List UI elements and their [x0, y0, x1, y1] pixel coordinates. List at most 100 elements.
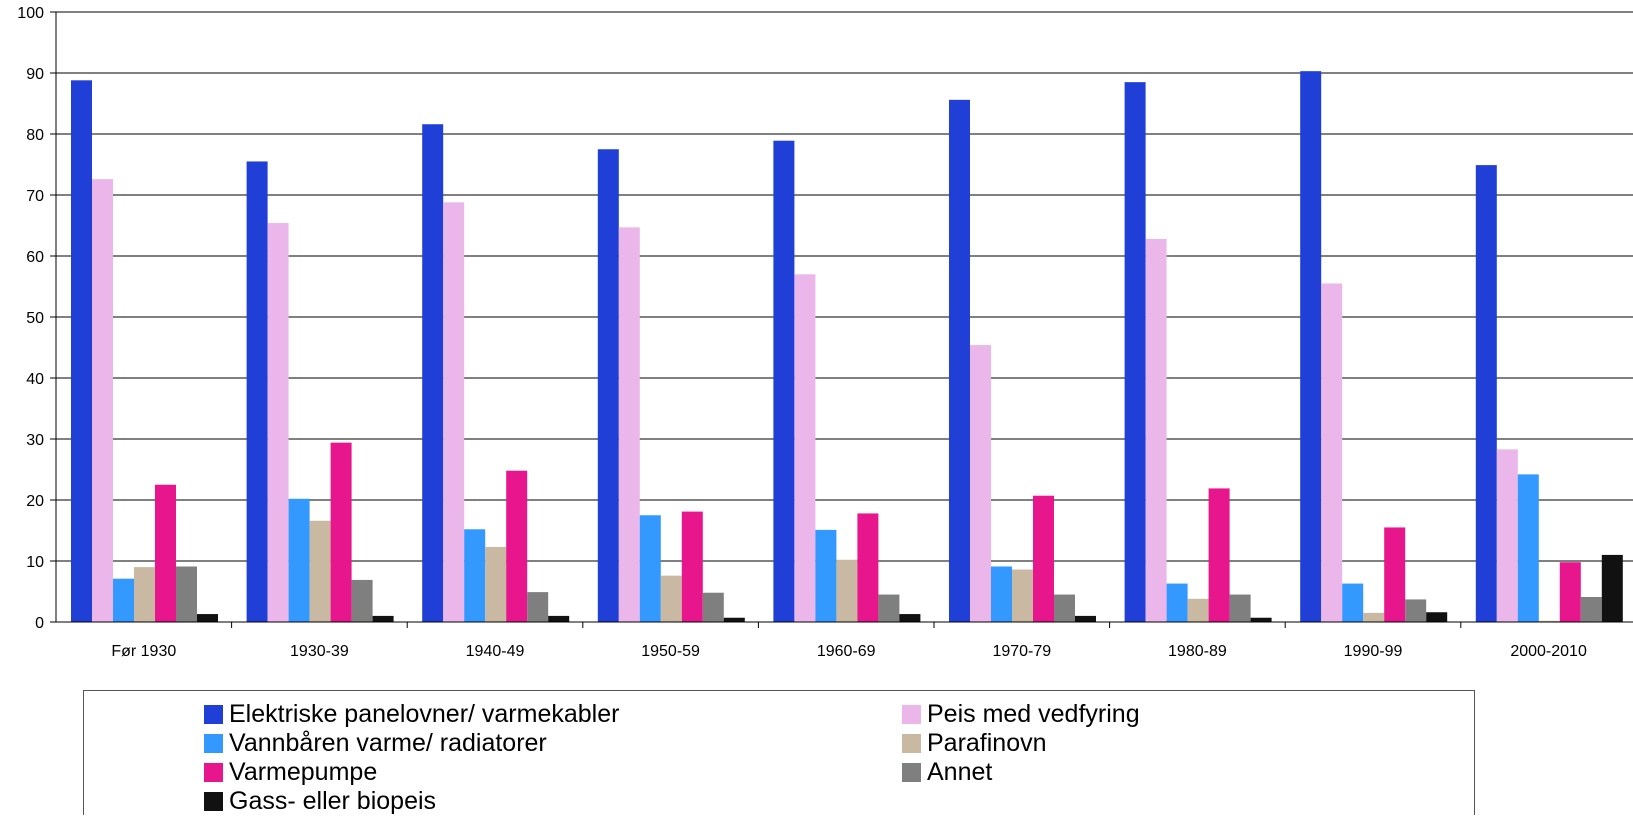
legend-label: Annet [927, 757, 993, 786]
bar [71, 80, 92, 622]
bar [155, 484, 176, 622]
legend-label: Gass- eller biopeis [229, 786, 437, 815]
bar [527, 592, 549, 622]
bar [351, 579, 373, 622]
bar [1475, 165, 1497, 623]
bar [618, 227, 640, 622]
bar [372, 615, 394, 622]
x-tick-label: 1930-39 [290, 643, 349, 660]
bar [815, 529, 837, 622]
bar [1208, 488, 1230, 622]
y-tick-label: 70 [26, 188, 44, 205]
bar [1426, 612, 1448, 622]
bar [1384, 527, 1406, 622]
y-tick-label: 30 [26, 432, 44, 449]
y-tick-label: 80 [26, 127, 44, 144]
x-tick-label: 1940-49 [466, 643, 525, 660]
legend-swatch [204, 704, 223, 724]
legend: Elektriske panelovner/ varmekabler Peis m… [83, 690, 1475, 815]
bar [1187, 598, 1209, 622]
bar [1601, 554, 1623, 622]
y-tick-label: 50 [26, 310, 44, 327]
bar [1229, 594, 1251, 622]
bar [773, 140, 795, 622]
bar [1363, 612, 1385, 622]
y-tick-label: 100 [17, 5, 44, 22]
bar [1538, 620, 1560, 622]
legend-label: Varmepumpe [229, 757, 378, 786]
legend-swatch [902, 762, 921, 782]
bar [1342, 583, 1364, 622]
x-axis-ticks: Før 1930 1930-39 1940-49 1950-59 1960-69 1970… [111, 622, 1587, 660]
bar [660, 575, 682, 622]
legend-label: Elektriske panelovner/ varmekabler [229, 699, 620, 728]
x-tick-label: 1950-59 [641, 643, 700, 660]
bar [267, 223, 289, 622]
legend-item: Parafinovn [902, 729, 1047, 757]
x-tick-label: 1960-69 [817, 643, 876, 660]
bar [702, 592, 724, 622]
bar [464, 529, 486, 622]
bar [1250, 617, 1272, 622]
bar [1300, 71, 1322, 623]
legend-item: Peis med vedfyring [902, 700, 1140, 728]
legend-swatch [204, 791, 223, 811]
bar [1559, 562, 1581, 622]
bar [485, 546, 507, 622]
bar [836, 559, 858, 622]
legend-label: Peis med vedfyring [927, 699, 1140, 728]
bar [639, 515, 661, 622]
bar [878, 594, 900, 622]
bar [134, 567, 155, 622]
bar [1033, 495, 1054, 622]
bar [1054, 594, 1075, 622]
bar [113, 578, 134, 622]
bar [1075, 615, 1096, 622]
bar [970, 345, 991, 622]
bar [92, 179, 113, 622]
y-axis-ticks: 0 10 20 30 40 50 60 70 80 90 100 [17, 5, 56, 632]
bar [176, 566, 197, 622]
bar [857, 513, 879, 622]
bar [1405, 599, 1427, 622]
legend-item: Annet [902, 758, 992, 786]
chart: 0 10 20 30 40 50 60 70 80 90 100 Før 1930 1930-39 19… [17, 5, 1633, 660]
bar [794, 274, 816, 622]
bar [1145, 238, 1167, 623]
bar [597, 149, 619, 622]
bar [422, 124, 444, 623]
x-tick-label: 1970-79 [992, 643, 1051, 660]
gridlines [56, 11, 1633, 562]
legend-swatch [902, 704, 921, 724]
bar [309, 520, 331, 622]
bar [548, 615, 570, 622]
bar [723, 617, 745, 622]
y-tick-label: 90 [26, 66, 44, 83]
bar [330, 442, 352, 622]
bar [1580, 596, 1602, 622]
x-tick-label: Før 1930 [111, 643, 176, 660]
bar [1012, 569, 1033, 622]
x-tick-label: 1980-89 [1168, 643, 1227, 660]
legend-label: Vannbåren varme/ radiatorer [229, 728, 547, 757]
legend-swatch [204, 733, 223, 753]
legend-item: Vannbåren varme/ radiatorer [204, 729, 547, 757]
y-tick-label: 0 [35, 615, 44, 632]
bar [991, 566, 1012, 622]
legend-label: Parafinovn [927, 728, 1047, 757]
y-tick-label: 60 [26, 249, 44, 266]
bar [246, 161, 268, 622]
x-tick-label: 2000-2010 [1510, 643, 1587, 660]
legend-swatch [204, 762, 223, 782]
bar [1517, 474, 1539, 622]
bar [899, 614, 921, 622]
legend-item: Gass- eller biopeis [204, 787, 436, 815]
bar [288, 498, 310, 622]
bar [443, 202, 465, 622]
legend-item: Elektriske panelovner/ varmekabler [204, 700, 619, 728]
x-tick-label: 1990-99 [1344, 643, 1403, 660]
bar [197, 614, 218, 622]
bar [1166, 583, 1188, 622]
y-tick-label: 10 [26, 554, 44, 571]
bar [1496, 449, 1518, 622]
